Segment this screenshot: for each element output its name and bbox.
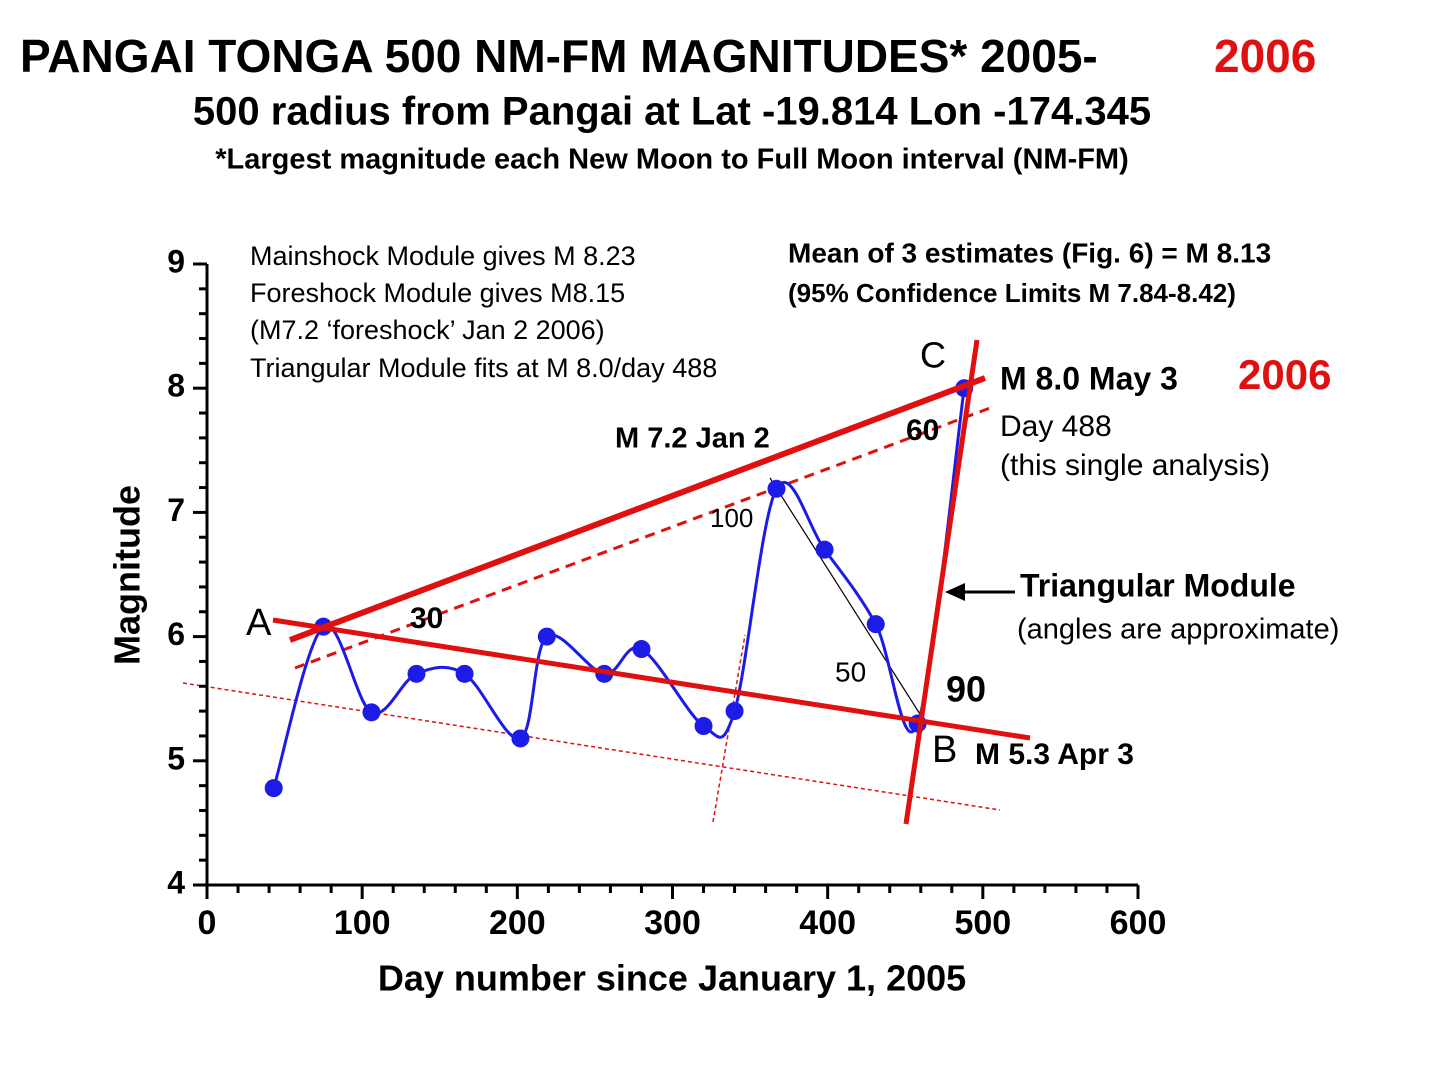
annotation: 30 <box>410 602 443 635</box>
data-line <box>272 387 966 789</box>
thin-line <box>769 477 926 723</box>
y-tick-label: 8 <box>167 368 185 404</box>
y-tick-label: 5 <box>167 740 185 776</box>
x-axis-label: Day number since January 1, 2005 <box>378 958 966 999</box>
chart-subtitle: 500 radius from Pangai at Lat -19.814 Lo… <box>193 90 1151 134</box>
y-tick-label: 4 <box>167 864 185 900</box>
x-tick-label: 0 <box>198 904 217 942</box>
dotted-line <box>182 682 1001 811</box>
annotation: M 8.0 May 3 <box>1000 360 1178 396</box>
data-point <box>407 664 426 683</box>
annotation: 100 <box>710 503 753 533</box>
data-layer <box>264 379 974 798</box>
data-point <box>632 640 651 659</box>
annotation: (95% Confidence Limits M 7.84-8.42) <box>788 278 1236 308</box>
data-point <box>815 540 834 559</box>
annotation: Mean of 3 estimates (Fig. 6) = M 8.13 <box>788 237 1271 268</box>
x-tick-label: 400 <box>799 904 856 942</box>
data-point <box>511 729 530 748</box>
annotation: Foreshock Module gives M8.15 <box>250 278 625 308</box>
x-tick-label: 100 <box>334 904 391 942</box>
chart-title: PANGAI TONGA 500 NM-FM MAGNITUDES* 2005- <box>20 30 1098 82</box>
data-point <box>455 664 474 683</box>
dashed-line <box>294 406 991 670</box>
data-point <box>767 479 786 498</box>
construction-lines <box>182 406 1001 823</box>
annotation: Mainshock Module gives M 8.23 <box>250 241 636 271</box>
triangle-side <box>272 617 1031 741</box>
annotation: (this single analysis) <box>1000 449 1270 482</box>
data-point <box>362 703 381 722</box>
data-point <box>725 702 744 721</box>
annotation: Triangular Module <box>1020 567 1296 603</box>
arrow <box>945 583 1015 601</box>
x-tick-label: 600 <box>1110 904 1167 942</box>
annotation: A <box>246 602 272 644</box>
data-point <box>866 615 885 634</box>
annotation: Triangular Module fits at M 8.0/day 488 <box>250 353 717 383</box>
data-point <box>694 717 713 736</box>
annotation: B <box>932 729 957 771</box>
y-tick-label: 9 <box>167 243 185 279</box>
y-axis-label: Magnitude <box>107 485 148 665</box>
triangle-side <box>288 375 987 643</box>
y-tick-label: 6 <box>167 616 185 652</box>
x-tick-label: 200 <box>489 904 546 942</box>
arrow-head <box>945 583 965 601</box>
y-tick-label: 7 <box>167 492 185 528</box>
annotation: M 5.3 Apr 3 <box>975 738 1134 771</box>
annotation: C <box>920 335 946 376</box>
annotation: (angles are approximate) <box>1017 614 1339 646</box>
annotation: Day 488 <box>1000 410 1112 443</box>
annotation: 90 <box>946 669 986 710</box>
annotation: (M7.2 ‘foreshock’ Jan 2 2006) <box>250 315 605 345</box>
x-tick-label: 500 <box>954 904 1011 942</box>
annotation: M 7.2 Jan 2 <box>615 423 770 455</box>
annotation: 60 <box>906 414 939 447</box>
annotation: 2006 <box>1238 351 1331 398</box>
chart-title-year: 2006 <box>1214 30 1316 82</box>
annotation: 50 <box>835 656 866 687</box>
x-tick-label: 300 <box>644 904 701 942</box>
data-point <box>264 779 283 798</box>
triangle-lines <box>272 339 1031 825</box>
triangle-side <box>903 339 980 825</box>
chart-note: *Largest magnitude each New Moon to Full… <box>215 144 1129 176</box>
data-point <box>537 627 556 646</box>
